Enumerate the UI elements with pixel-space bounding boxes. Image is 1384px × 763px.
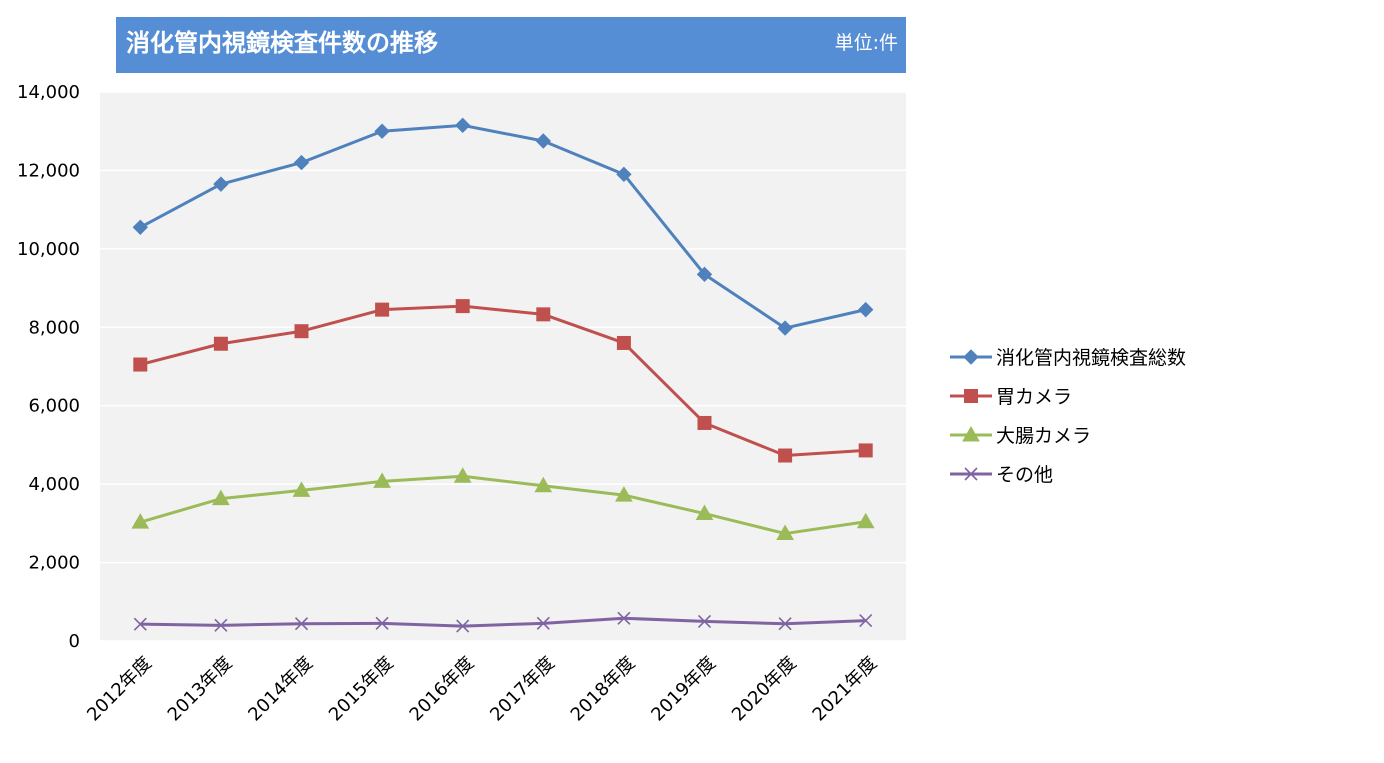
y-tick-label: 0: [69, 631, 80, 652]
x-axis-tick-labels: 2012年度 2013年度 2014年度 2015年度 2016年度 2017年度 2018…: [83, 653, 881, 726]
data-point: [133, 357, 148, 372]
data-point: [616, 166, 632, 183]
data-point: [454, 117, 471, 134]
data-point: [212, 489, 230, 506]
legend-item: 消化管内視鏡検査総数: [950, 347, 1186, 369]
data-point: [214, 618, 228, 632]
series-line: [140, 616, 866, 628]
series-line: [139, 304, 866, 458]
data-point: [616, 335, 631, 350]
legend-label: その他: [996, 464, 1053, 486]
plot-area: [100, 92, 906, 641]
data-point: [697, 614, 712, 628]
data-point: [132, 219, 149, 235]
data-point: [133, 617, 147, 631]
data-point: [858, 443, 873, 458]
data-point: [856, 512, 875, 529]
data-point: [294, 324, 309, 339]
legend-label: 胃カメラ: [996, 386, 1072, 408]
data-point: [696, 266, 713, 283]
series-group: [133, 611, 873, 633]
data-point: [373, 472, 391, 488]
series-group: [131, 467, 875, 541]
x-tick-label: 2013年度: [164, 653, 237, 726]
x-tick-label: 2020年度: [728, 653, 801, 726]
data-point: [294, 617, 309, 631]
y-tick-label: 4,000: [28, 474, 80, 495]
legend-item: その他: [950, 464, 1053, 486]
data-point: [536, 616, 550, 630]
series-line: [139, 123, 867, 330]
data-point: [778, 448, 793, 463]
y-tick-label: 12,000: [17, 160, 80, 181]
y-tick-label: 14,000: [17, 82, 80, 103]
data-point: [455, 299, 470, 314]
data-point: [778, 617, 792, 631]
data-point: [534, 476, 553, 493]
data-point: [453, 467, 472, 483]
chart-title-bar: 消化管内視鏡検査件数の推移 単位:件: [116, 17, 906, 73]
data-point: [292, 481, 311, 497]
gridlines: [100, 91, 906, 642]
x-tick-label: 2017年度: [486, 653, 559, 726]
legend-item: 大腸カメラ: [950, 425, 1091, 447]
legend-marker: [963, 349, 979, 365]
legend-label: 大腸カメラ: [996, 425, 1091, 447]
data-point: [857, 301, 874, 318]
y-axis-tick-labels: 0 2,000 4,000 6,000 8,000 10,000 12,000 14,000: [17, 82, 80, 652]
data-point: [213, 336, 228, 351]
data-point: [697, 415, 712, 430]
data-point: [617, 611, 631, 625]
x-tick-label: 2018年度: [567, 653, 640, 726]
series-group: [133, 299, 873, 463]
data-point: [456, 619, 470, 633]
data-point: [374, 123, 390, 139]
x-tick-label: 2019年度: [647, 653, 720, 726]
legend-label: 消化管内視鏡検査総数: [996, 347, 1186, 369]
x-tick-label: 2015年度: [325, 653, 398, 726]
x-tick-label: 2021年度: [809, 653, 882, 726]
x-tick-label: 2016年度: [406, 653, 479, 726]
data-point: [776, 524, 794, 541]
data-point: [213, 176, 229, 192]
legend-marker: [964, 389, 978, 403]
data-point: [535, 133, 552, 149]
unit-label: 単位:件: [834, 32, 898, 54]
chart-title: 消化管内視鏡検査件数の推移: [126, 29, 438, 57]
y-tick-label: 10,000: [17, 239, 80, 260]
legend-item: 胃カメラ: [950, 386, 1072, 408]
data-point: [536, 307, 551, 322]
data-point: [131, 513, 150, 529]
y-tick-label: 6,000: [28, 396, 80, 417]
data-point: [375, 302, 390, 317]
series-group: [132, 117, 874, 336]
series-lines: [131, 117, 875, 633]
legend-marker: [964, 467, 978, 481]
x-tick-label: 2014年度: [244, 653, 317, 726]
data-point: [615, 486, 633, 502]
data-point: [695, 504, 714, 521]
data-point: [375, 616, 389, 630]
data-point: [859, 614, 873, 628]
x-tick-label: 2012年度: [83, 653, 156, 726]
y-tick-label: 8,000: [28, 317, 80, 338]
legend-marker: [962, 425, 980, 442]
y-tick-label: 2,000: [28, 553, 80, 574]
data-point: [293, 154, 310, 171]
series-line: [139, 474, 866, 536]
data-point: [777, 320, 793, 336]
